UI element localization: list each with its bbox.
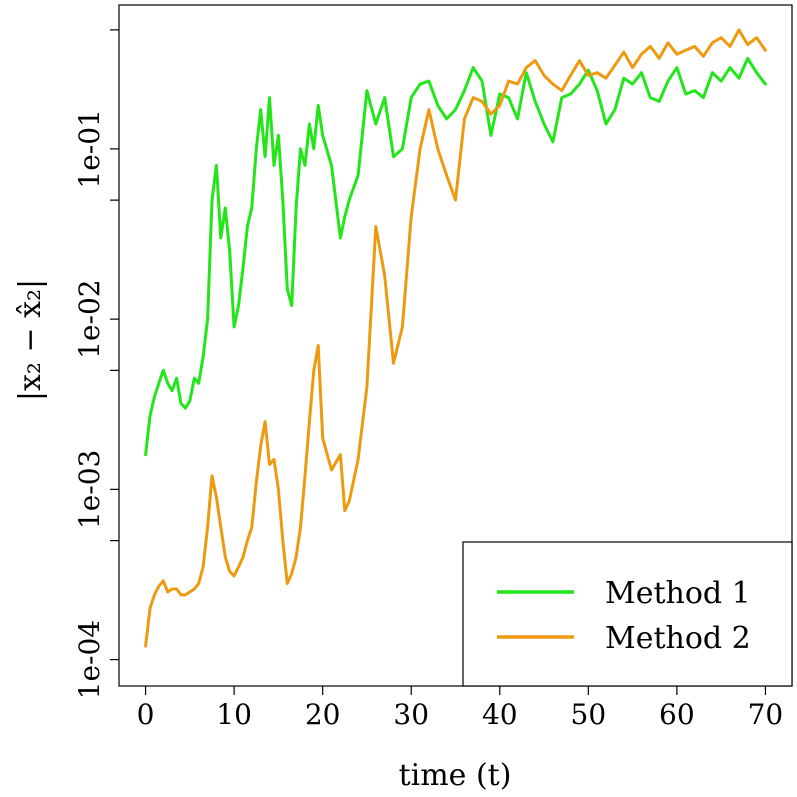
- y-tick-label: 1e-02: [73, 279, 106, 358]
- legend-label-method-2: Method 2: [605, 621, 751, 656]
- x-tick-label: 40: [482, 698, 518, 731]
- x-tick-label: 60: [659, 698, 695, 731]
- x-tick-label: 0: [137, 698, 155, 731]
- x-tick-label: 20: [305, 698, 341, 731]
- legend-box: [462, 541, 793, 687]
- x-tick-label: 30: [393, 698, 429, 731]
- y-tick-label: 1e-03: [73, 450, 106, 529]
- y-tick-label: 1e-01: [73, 109, 106, 188]
- plot-frame: [118, 4, 793, 687]
- x-tick-label: 50: [571, 698, 607, 731]
- x-tick-label: 70: [748, 698, 784, 731]
- legend: Method 1 Method 2: [462, 541, 793, 687]
- x-axis-title: time (t): [399, 758, 512, 793]
- x-axis: 0 10 20 30 40 50 60 70: [137, 686, 784, 731]
- y-axis-title: |x₂ − x̂₂|: [13, 279, 48, 401]
- legend-label-method-1: Method 1: [605, 576, 751, 611]
- y-axis: 1e-04 1e-03 1e-02 1e-01: [73, 29, 119, 699]
- series-layer: [144, 28, 767, 648]
- series-line-2: [144, 28, 767, 648]
- y-tick-label: 1e-04: [73, 620, 106, 699]
- series-line-1: [144, 56, 767, 457]
- x-tick-label: 10: [216, 698, 252, 731]
